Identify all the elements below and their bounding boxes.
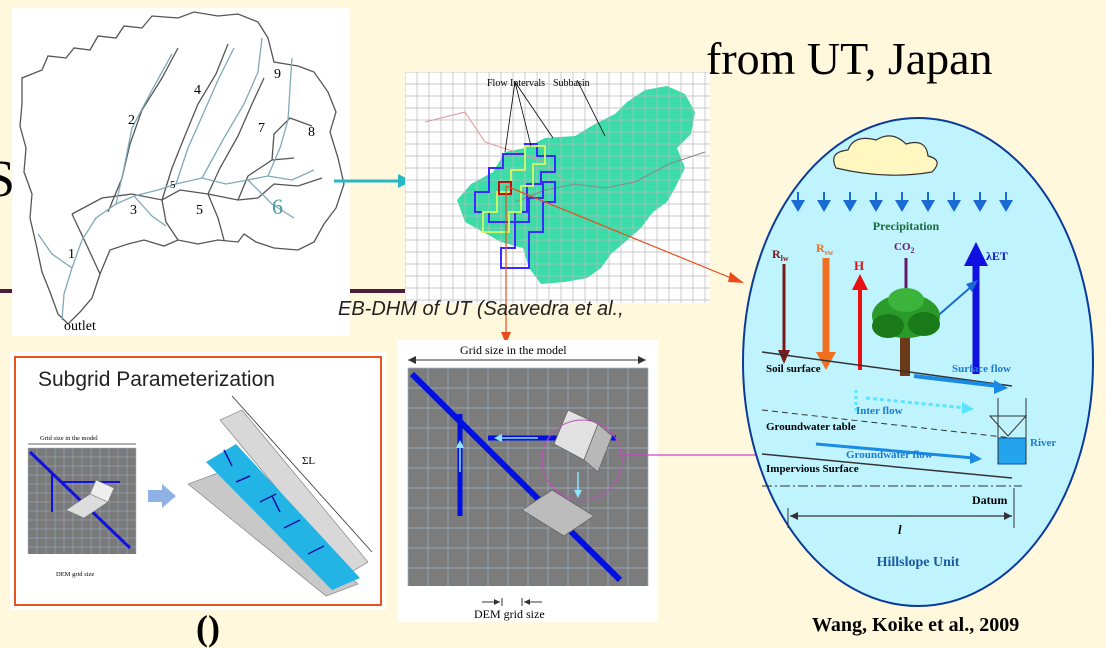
slide-title: from UT, Japan xyxy=(706,33,993,84)
length-symbol: l xyxy=(898,522,902,537)
subbasin-label-text: Subbasin xyxy=(553,78,590,89)
soil-surface-label: Soil surface xyxy=(766,363,821,375)
detail-dem-caption: DEM grid size xyxy=(474,607,545,621)
grid-size-caption: Grid size in the model xyxy=(40,435,98,442)
flow-arrow-icon xyxy=(334,174,412,188)
groundwater-table-label: Groundwater table xyxy=(766,421,856,433)
sum-length-label: ΣL xyxy=(302,455,315,467)
stream-network xyxy=(61,169,315,321)
surface-flow-label: Surface flow xyxy=(952,363,1011,375)
subbasin-label: 3 xyxy=(130,203,137,218)
transition-arrow-icon xyxy=(148,484,176,508)
subbasin-label: 5 xyxy=(170,179,176,191)
title-fragment-left: S xyxy=(0,151,15,208)
citation-text: EB-DHM of UT (Saavedra et al., xyxy=(338,298,624,320)
impervious-surface-label: Impervious Surface xyxy=(766,463,859,475)
outlet-label: outlet xyxy=(64,319,96,334)
watershed-outline xyxy=(19,11,345,325)
precipitation-label: Precipitation xyxy=(873,219,940,233)
rsw-label: Rsw xyxy=(816,241,834,257)
subbasin-label: 8 xyxy=(308,125,315,140)
watershed-panel: 1 2 3 4 5 5 6 7 8 9 outlet xyxy=(12,8,350,336)
grid-map-panel: Flow Intervals Subbasin xyxy=(404,71,710,303)
river-box xyxy=(997,437,1027,465)
h-label: H xyxy=(854,258,864,273)
hillslope-unit-label: Hillslope Unit xyxy=(877,555,960,570)
subbasin-region xyxy=(457,86,695,284)
bottom-fragment: () xyxy=(196,608,220,648)
subgrid-title: Subgrid Parameterization xyxy=(38,368,275,391)
datum-label: Datum xyxy=(972,493,1007,507)
main-flow-line xyxy=(409,371,623,583)
grid-detail-panel: Grid size in the model DEM grid size xyxy=(398,340,658,622)
groundwater-flow-label: Groundwater flow xyxy=(846,449,933,461)
subbasin-label: 7 xyxy=(258,121,265,136)
subbasin-label: 2 xyxy=(128,113,135,128)
hillslope-ellipse xyxy=(742,117,1094,607)
subbasin-label: 1 xyxy=(68,247,75,262)
inter-flow-label: Inter flow xyxy=(856,405,903,417)
subbasin-label: 5 xyxy=(196,203,203,218)
let-label: λET xyxy=(986,249,1008,263)
subgrid-panel: Subgrid Parameterization Grid size in th… xyxy=(10,352,386,610)
hillslope-panel: Precipitation Rlw Rsw H CO2 λET Soil sur… xyxy=(736,108,1100,608)
flow-intervals-label: Flow Intervals xyxy=(487,78,545,89)
co2-label: CO2 xyxy=(894,241,915,255)
subbasin-label: 9 xyxy=(274,67,281,82)
credit-text: Wang, Koike et al., 2009 xyxy=(812,614,1020,636)
river-label: River xyxy=(1030,437,1056,449)
tree-icon xyxy=(872,288,940,376)
dem-caption: DEM grid size xyxy=(56,571,94,578)
subbasin-label: 6 xyxy=(272,194,283,219)
rlw-label: Rlw xyxy=(772,247,789,263)
detail-grid-size-caption: Grid size in the model xyxy=(460,343,567,357)
subbasin-label: 4 xyxy=(194,83,201,98)
cloud-icon xyxy=(833,135,938,176)
